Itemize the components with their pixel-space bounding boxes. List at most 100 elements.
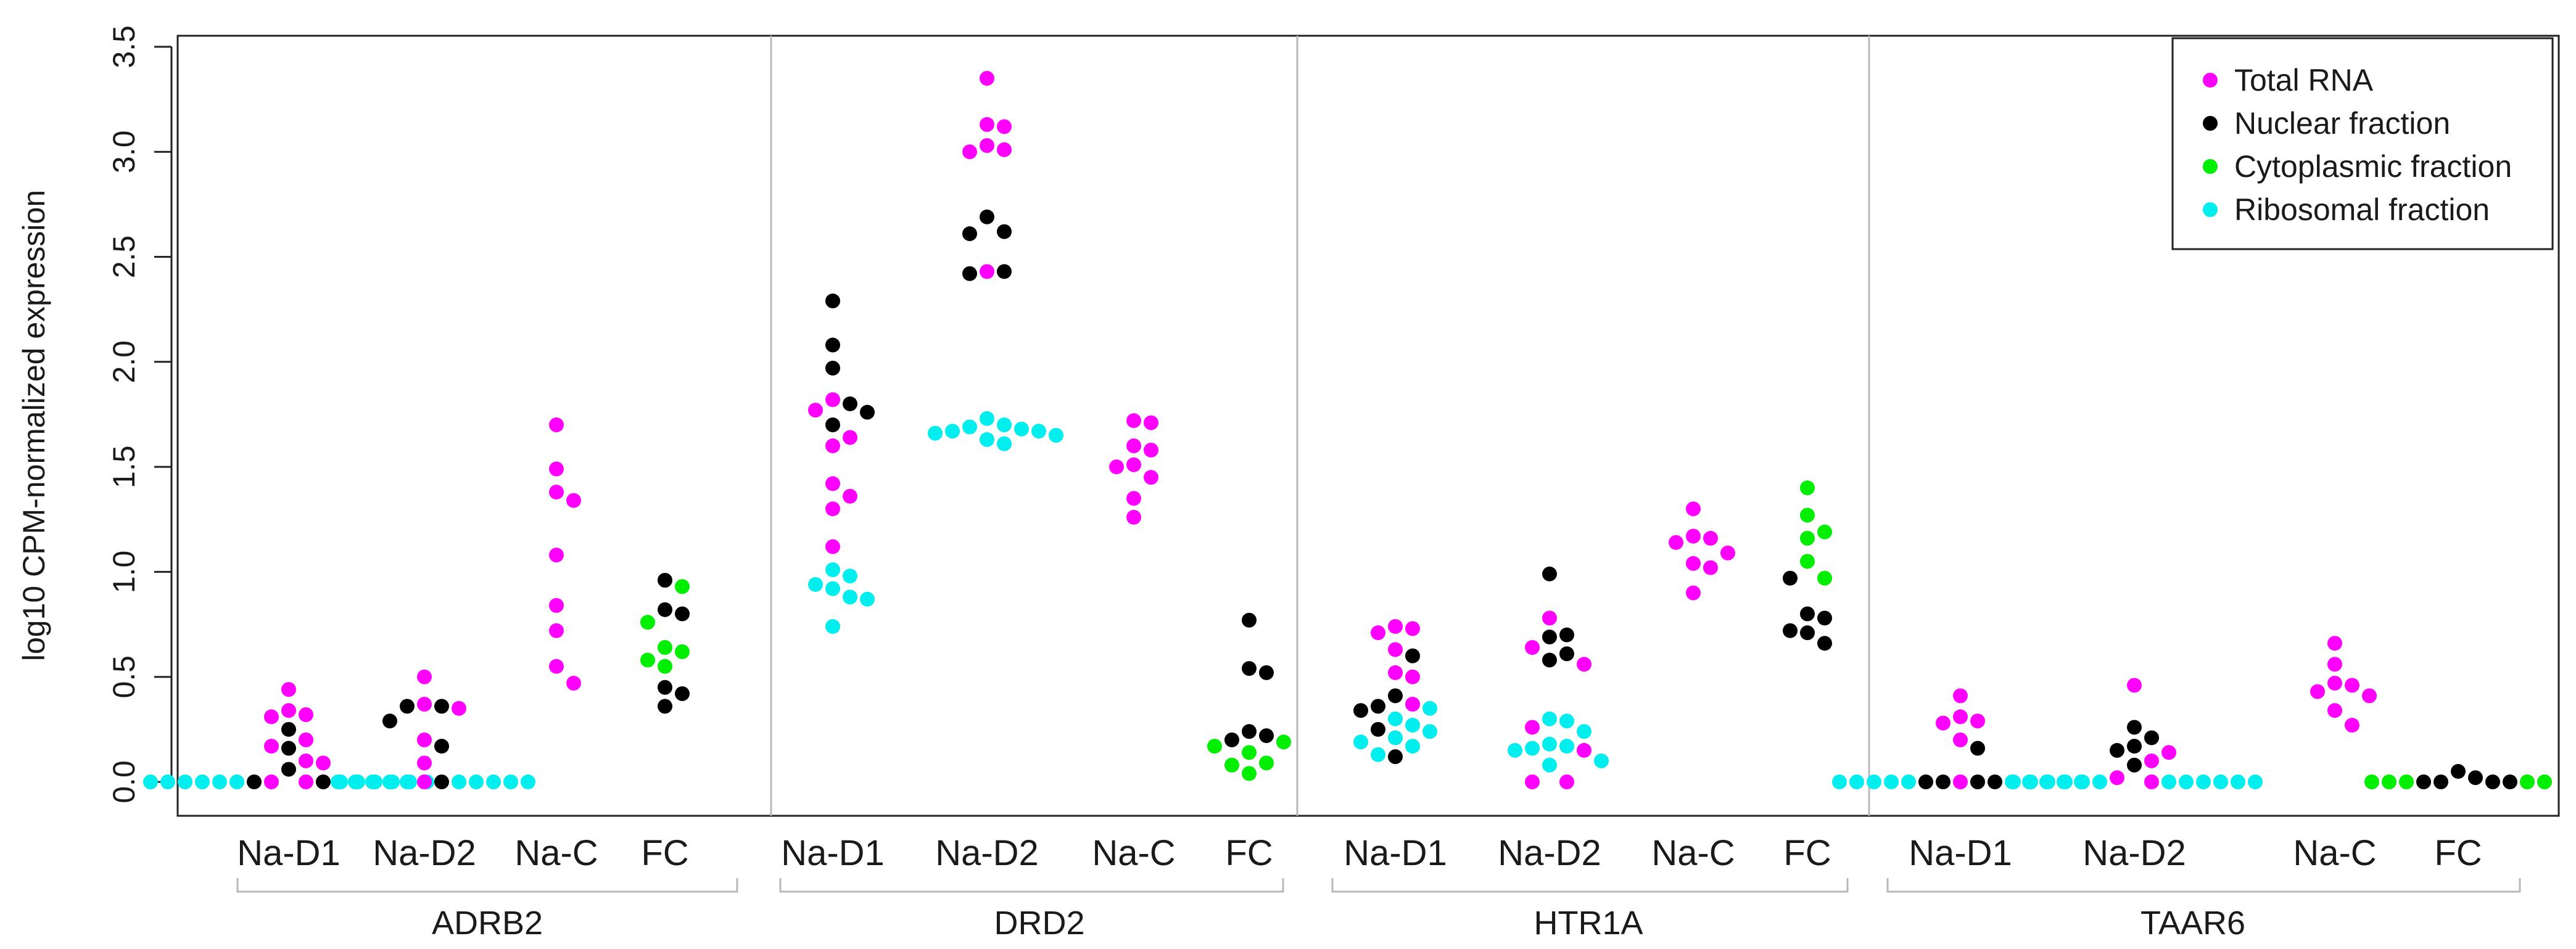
data-point-nuclear bbox=[843, 396, 857, 411]
data-point-total bbox=[1126, 413, 1141, 429]
category-label: Na-D2 bbox=[2083, 833, 2186, 873]
data-point-ribosomal bbox=[1014, 421, 1029, 437]
data-point-nuclear bbox=[281, 741, 296, 756]
data-point-ribosomal bbox=[348, 774, 363, 789]
data-point-total bbox=[980, 70, 994, 86]
y-tick-label: 2.0 bbox=[107, 340, 141, 384]
data-point-total bbox=[417, 696, 432, 712]
category-label: Na-D2 bbox=[935, 833, 1039, 873]
data-point-ribosomal bbox=[860, 591, 875, 607]
data-point-ribosomal bbox=[2023, 774, 2038, 789]
data-point-total bbox=[997, 119, 1012, 134]
legend-item-total-rna: Total RNA bbox=[2203, 63, 2374, 97]
data-point-total bbox=[825, 476, 840, 491]
data-point-cytoplasmic bbox=[1800, 530, 1815, 546]
data-point-nuclear bbox=[434, 739, 449, 754]
data-point-ribosomal bbox=[997, 436, 1012, 451]
category-label: Na-C bbox=[2293, 833, 2376, 873]
data-point-nuclear bbox=[1559, 627, 1574, 643]
legend: Total RNA Nuclear fraction Cytoplasmic f… bbox=[2171, 37, 2554, 250]
data-point-total bbox=[843, 488, 857, 504]
data-point-cytoplasmic bbox=[675, 579, 690, 594]
data-point-total bbox=[1525, 720, 1540, 735]
data-point-nuclear bbox=[675, 686, 690, 701]
data-point-ribosomal bbox=[2092, 774, 2107, 789]
data-point-total bbox=[980, 117, 994, 132]
data-point-ribosomal bbox=[1031, 424, 1046, 439]
data-point-ribosomal bbox=[365, 774, 380, 789]
data-point-ribosomal bbox=[1594, 753, 1609, 768]
data-point-ribosomal bbox=[1542, 711, 1557, 726]
data-point-ribosomal bbox=[843, 569, 857, 584]
data-point-ribosomal bbox=[1901, 774, 1916, 789]
data-point-ribosomal bbox=[1542, 736, 1557, 752]
data-point-nuclear bbox=[980, 209, 994, 224]
data-point-ribosomal bbox=[1525, 741, 1540, 756]
gene-label: DRD2 bbox=[994, 905, 1084, 942]
data-point-ribosomal bbox=[2196, 774, 2211, 789]
data-point-total bbox=[825, 392, 840, 408]
category-label: Na-D2 bbox=[1498, 833, 1601, 873]
data-point-total bbox=[1109, 459, 1124, 475]
data-point-ribosomal bbox=[1559, 739, 1574, 754]
data-point-ribosomal bbox=[2075, 774, 2090, 789]
data-point-total bbox=[2161, 745, 2176, 760]
data-point-nuclear bbox=[434, 774, 449, 789]
data-point-nuclear bbox=[658, 573, 672, 588]
data-point-ribosomal bbox=[2248, 774, 2263, 789]
data-point-total bbox=[1388, 618, 1403, 634]
data-point-nuclear bbox=[1405, 648, 1420, 663]
data-point-cytoplasmic bbox=[1259, 755, 1274, 771]
data-point-total bbox=[299, 753, 313, 768]
category-label: Na-D1 bbox=[781, 833, 885, 873]
data-point-nuclear bbox=[1353, 703, 1368, 718]
data-point-total bbox=[1669, 535, 1683, 550]
data-point-ribosomal bbox=[521, 774, 535, 789]
data-point-cytoplasmic bbox=[2520, 774, 2535, 789]
data-point-total bbox=[2144, 774, 2159, 789]
data-point-total bbox=[825, 501, 840, 517]
data-point-cytoplasmic bbox=[1817, 524, 1832, 540]
data-point-nuclear bbox=[2127, 757, 2142, 773]
data-point-total bbox=[1936, 715, 1951, 731]
data-point-nuclear bbox=[825, 417, 840, 432]
data-point-total bbox=[1720, 545, 1735, 561]
data-point-cytoplasmic bbox=[658, 659, 672, 674]
y-tick-label: 3.5 bbox=[107, 25, 141, 68]
data-point-nuclear bbox=[1970, 774, 1985, 789]
data-point-nuclear bbox=[658, 680, 672, 695]
data-point-total bbox=[566, 493, 581, 508]
data-point-cytoplasmic bbox=[2399, 774, 2414, 789]
data-point-total bbox=[2127, 678, 2142, 693]
data-point-cytoplasmic bbox=[640, 652, 655, 668]
data-point-total bbox=[1388, 665, 1403, 680]
y-tick-label: 0.0 bbox=[107, 760, 141, 803]
data-point-ribosomal bbox=[1884, 774, 1899, 789]
data-point-total bbox=[1144, 415, 1158, 430]
gene-bracket bbox=[236, 878, 738, 893]
data-point-nuclear bbox=[382, 713, 397, 729]
data-point-nuclear bbox=[316, 774, 331, 789]
data-point-nuclear bbox=[1242, 612, 1257, 628]
data-point-cytoplasmic bbox=[1276, 734, 1291, 750]
data-point-nuclear bbox=[658, 602, 672, 617]
data-point-total bbox=[825, 539, 840, 554]
gene-label: ADRB2 bbox=[432, 905, 543, 942]
data-point-nuclear bbox=[997, 264, 1012, 279]
data-point-total bbox=[299, 774, 313, 789]
data-point-nuclear bbox=[1388, 688, 1403, 704]
data-point-cytoplasmic bbox=[1242, 745, 1257, 760]
data-point-cytoplasmic bbox=[1800, 480, 1815, 496]
data-point-total bbox=[1405, 621, 1420, 636]
legend-label-ribosomal-fraction: Ribosomal fraction bbox=[2234, 192, 2490, 227]
data-point-ribosomal bbox=[843, 590, 857, 605]
data-point-ribosomal bbox=[1049, 428, 1063, 443]
data-point-total bbox=[997, 142, 1012, 157]
data-point-nuclear bbox=[1783, 623, 1798, 638]
data-point-total bbox=[2144, 753, 2159, 768]
data-point-ribosomal bbox=[1867, 774, 1881, 789]
data-point-total bbox=[549, 417, 564, 432]
data-point-nuclear bbox=[1800, 625, 1815, 641]
data-point-total bbox=[1144, 470, 1158, 485]
